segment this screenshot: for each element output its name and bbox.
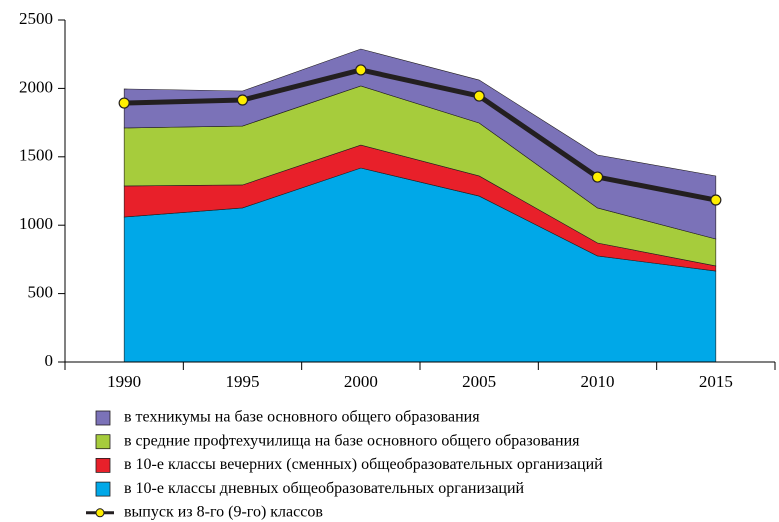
legend-swatch <box>95 410 111 426</box>
line-marker <box>355 64 367 76</box>
legend-label: в средние профтехучилища на базе основно… <box>124 432 580 449</box>
x-tick-label: 2000 <box>344 372 378 391</box>
legend-label: в 10-е классы дневных общеобразовательны… <box>124 480 525 497</box>
legend-marker <box>95 508 105 518</box>
x-tick-label: 1995 <box>226 372 260 391</box>
x-tick-label: 1990 <box>107 372 141 391</box>
legend-swatch <box>95 481 111 497</box>
line-marker <box>473 90 485 102</box>
y-tick-label: 500 <box>28 283 54 302</box>
legend-label: в 10-е классы вечерних (сменных) общеобр… <box>124 456 603 473</box>
line-marker <box>236 94 249 106</box>
y-tick-label: 0 <box>45 351 54 370</box>
x-tick-label: 2010 <box>581 372 615 391</box>
y-tick-label: 2500 <box>19 9 53 28</box>
line-marker <box>710 194 722 206</box>
y-tick-label: 2000 <box>19 77 53 96</box>
line <box>124 67 717 203</box>
legend-label: в техникумы на базе основного общего обр… <box>124 409 480 426</box>
legend-label: выпуск из 8-го (9-го) классов <box>124 503 323 520</box>
legend-swatch <box>95 434 111 450</box>
line-marker <box>118 97 130 109</box>
y-tick-label: 1000 <box>19 214 53 233</box>
legend-swatch <box>95 457 111 473</box>
area <box>123 48 717 240</box>
line-marker <box>591 171 604 183</box>
y-tick-label: 1500 <box>19 146 53 165</box>
x-tick-label: 2005 <box>462 372 496 391</box>
x-tick-label: 2015 <box>699 372 733 391</box>
